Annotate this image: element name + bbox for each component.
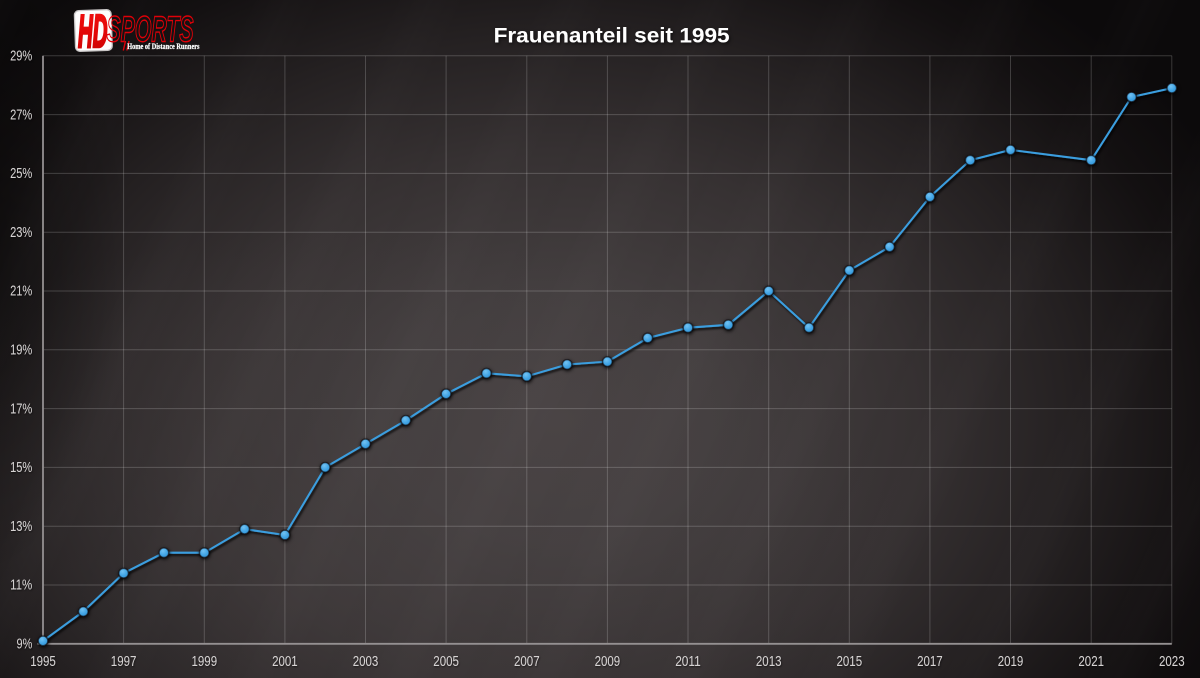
svg-text:HD: HD — [78, 5, 108, 57]
svg-text:21%: 21% — [10, 283, 32, 300]
svg-text:Frauenanteil seit 1995: Frauenanteil seit 1995 — [494, 25, 730, 48]
svg-text:23%: 23% — [10, 224, 32, 241]
svg-text:2009: 2009 — [595, 653, 621, 670]
svg-text:2021: 2021 — [1078, 653, 1104, 670]
svg-text:13%: 13% — [10, 518, 32, 535]
svg-text:9%: 9% — [17, 636, 33, 653]
svg-text:2005: 2005 — [433, 653, 459, 670]
svg-text:Home of Distance Runners: Home of Distance Runners — [127, 42, 200, 51]
svg-text:2011: 2011 — [675, 653, 701, 670]
svg-text:2003: 2003 — [353, 653, 379, 670]
svg-text:2023: 2023 — [1159, 653, 1185, 670]
svg-text:19%: 19% — [10, 342, 32, 359]
svg-text:1995: 1995 — [30, 653, 56, 670]
svg-text:15%: 15% — [10, 459, 32, 476]
svg-text:SPORTS: SPORTS — [107, 8, 194, 49]
svg-text:2019: 2019 — [998, 653, 1024, 670]
svg-text:17%: 17% — [10, 400, 32, 417]
svg-text:11%: 11% — [10, 577, 32, 594]
svg-text:1997: 1997 — [111, 653, 137, 670]
svg-text:HD: HD — [78, 5, 108, 57]
svg-text:2013: 2013 — [756, 653, 782, 670]
svg-text:2015: 2015 — [837, 653, 863, 670]
svg-text:2017: 2017 — [917, 653, 943, 670]
svg-text:29%: 29% — [10, 48, 32, 65]
svg-text:1999: 1999 — [192, 653, 218, 670]
svg-text:27%: 27% — [10, 106, 32, 123]
svg-text:25%: 25% — [10, 165, 32, 182]
svg-text:2007: 2007 — [514, 653, 540, 670]
svg-text:2001: 2001 — [272, 653, 298, 670]
